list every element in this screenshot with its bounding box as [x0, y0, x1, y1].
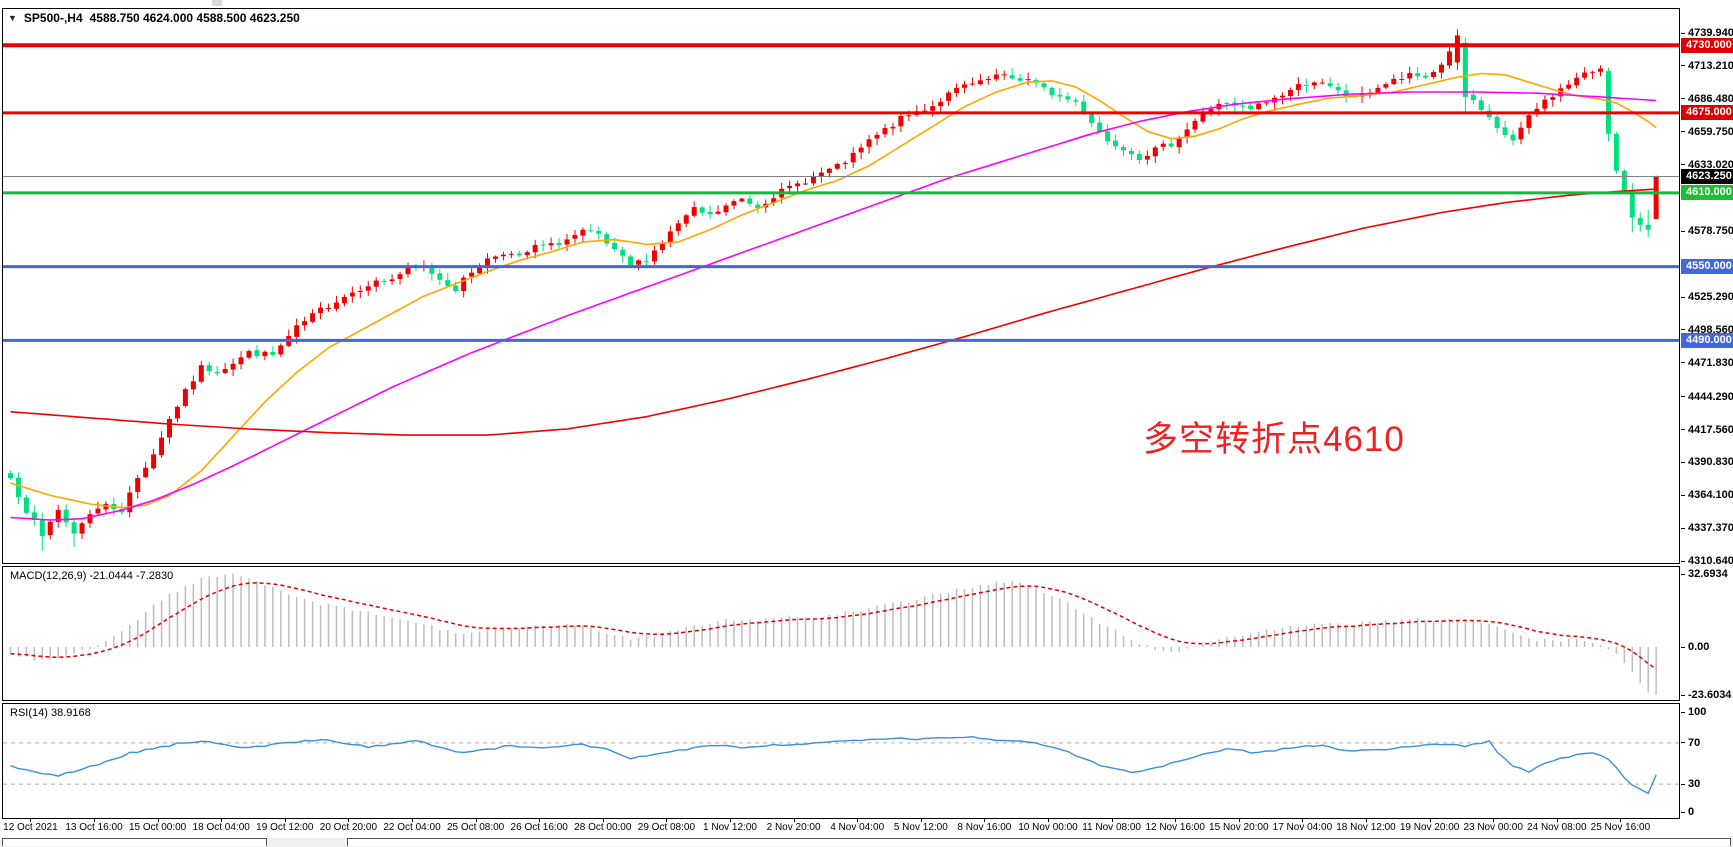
- price-tick-label: 4633.020: [1681, 158, 1733, 172]
- time-tick: [1175, 818, 1177, 822]
- price-tick-label: 4713.210: [1681, 59, 1733, 73]
- time-tick: [793, 818, 795, 822]
- time-axis-label: 28 Oct 00:00: [574, 822, 632, 833]
- price-tick-label: 4444.290: [1681, 390, 1733, 404]
- price-badge-4610.000: 4610.000: [1681, 185, 1733, 201]
- rsi-tick-label: 70: [1681, 736, 1700, 750]
- price-badge-4550.000: 4550.000: [1681, 259, 1733, 275]
- time-axis-label: 26 Oct 16:00: [510, 822, 568, 833]
- window-top-notch: [212, 0, 222, 6]
- macd-tick-label: -23.6034: [1681, 688, 1731, 702]
- time-axis-label: 23 Nov 00:00: [1463, 822, 1523, 833]
- price-badge-4623.250: 4623.250: [1681, 169, 1733, 185]
- price-tick-label: 4525.290: [1681, 290, 1733, 304]
- time-tick: [539, 818, 541, 822]
- macd-tick-label: 32.6934: [1681, 567, 1728, 581]
- price-tick-label: 4417.560: [1681, 423, 1733, 437]
- price-badge-4675.000: 4675.000: [1681, 105, 1733, 121]
- rsi-tick-label: 100: [1681, 705, 1706, 719]
- status-strip-box: [347, 838, 1731, 846]
- time-axis-label: 1 Nov 12:00: [703, 822, 757, 833]
- time-tick: [602, 818, 604, 822]
- time-tick: [157, 818, 159, 822]
- time-tick: [1238, 818, 1240, 822]
- time-axis-label: 25 Oct 08:00: [446, 822, 505, 833]
- time-axis-label: 2 Nov 20:00: [766, 822, 821, 833]
- time-axis-label: 12 Oct 2021: [3, 822, 58, 833]
- time-axis-label: 10 Nov 00:00: [1018, 822, 1078, 833]
- time-axis-label: 19 Nov 20:00: [1399, 822, 1460, 833]
- status-strip: [0, 838, 1733, 847]
- time-axis-label: 24 Nov 08:00: [1527, 822, 1587, 833]
- time-tick: [94, 818, 95, 822]
- time-tick: [1302, 818, 1304, 822]
- candlestick-chart[interactable]: [3, 29, 1679, 551]
- time-tick: [1366, 818, 1367, 822]
- rsi-tick-label: 0: [1681, 805, 1694, 819]
- time-tick: [30, 818, 32, 822]
- price-tick-label: 4659.750: [1681, 125, 1733, 139]
- time-tick: [920, 818, 922, 822]
- time-tick: [730, 818, 731, 822]
- time-axis-label: 13 Oct 16:00: [65, 822, 123, 833]
- time-tick: [412, 818, 413, 822]
- price-tick-label: 4471.830: [1681, 356, 1733, 370]
- time-axis-label: 18 Oct 04:00: [192, 822, 250, 833]
- time-axis-label: 11 Nov 08:00: [1082, 822, 1141, 833]
- annotation-text[interactable]: 多空转折点4610: [1143, 420, 1405, 459]
- chart-dropdown-icon[interactable]: ▼: [8, 13, 17, 23]
- time-tick: [284, 818, 286, 822]
- time-tick: [1556, 818, 1558, 822]
- price-tick-label: 4498.560: [1681, 323, 1733, 337]
- macd-tick-label: 0.00: [1681, 640, 1709, 654]
- symbol-period-label: SP500-,H4: [23, 11, 83, 25]
- status-strip-box: [2, 838, 267, 846]
- time-tick: [984, 818, 986, 822]
- time-axis-label: 17 Nov 04:00: [1272, 822, 1333, 833]
- price-badge-4730.000: 4730.000: [1681, 37, 1733, 53]
- rsi-tick-label: 30: [1681, 777, 1700, 791]
- price-tick-label: 4364.100: [1681, 488, 1733, 502]
- time-tick: [1111, 818, 1113, 822]
- time-axis-label: 19 Oct 12:00: [256, 822, 314, 833]
- rsi-label: RSI(14) 38.9168: [10, 707, 91, 719]
- time-tick: [1620, 818, 1622, 822]
- time-tick: [221, 818, 223, 822]
- macd-pane[interactable]: [2, 566, 1680, 701]
- macd-label: MACD(12,26,9) -21.0444 -7.2830: [10, 570, 174, 582]
- price-tick-label: 4739.940: [1681, 26, 1733, 40]
- price-badge-4490.000: 4490.000: [1681, 332, 1733, 348]
- price-tick-label: 4578.750: [1681, 224, 1733, 238]
- price-pane[interactable]: [2, 8, 1680, 564]
- time-tick: [1048, 818, 1049, 822]
- price-tick-label: 4337.370: [1681, 521, 1733, 535]
- time-tick: [1429, 818, 1431, 822]
- chart-title: ▼ SP500-,H4 4588.750 4624.000 4588.500 4…: [8, 11, 300, 25]
- price-tick-label: 4310.640: [1681, 554, 1733, 568]
- macd-indicator[interactable]: [9, 573, 1657, 695]
- time-axis-label: 12 Nov 16:00: [1145, 822, 1205, 833]
- time-tick: [1493, 818, 1495, 822]
- price-tick-label: 4390.830: [1681, 455, 1733, 469]
- time-axis-label: 20 Oct 20:00: [319, 822, 378, 833]
- time-axis-label: 29 Oct 08:00: [637, 822, 696, 833]
- time-axis-label: 18 Nov 12:00: [1336, 822, 1396, 833]
- time-axis-label: 5 Nov 12:00: [893, 822, 948, 833]
- time-axis-label: 15 Oct 00:00: [128, 822, 187, 833]
- time-tick: [475, 818, 477, 822]
- time-axis-label: 8 Nov 16:00: [957, 822, 1012, 833]
- time-tick: [857, 818, 859, 822]
- time-axis-label: 4 Nov 04:00: [830, 822, 885, 833]
- time-axis-label: 15 Nov 20:00: [1209, 822, 1269, 833]
- quote-ohlc-label: 4588.750 4624.000 4588.500 4623.250: [89, 11, 300, 25]
- time-axis-label: 22 Oct 04:00: [383, 822, 441, 833]
- time-tick: [666, 818, 668, 822]
- rsi-pane[interactable]: [2, 703, 1680, 819]
- rsi-indicator[interactable]: [3, 735, 1679, 795]
- price-tick-label: 4686.480: [1681, 92, 1733, 106]
- time-tick: [348, 818, 350, 822]
- time-axis-label: 25 Nov 16:00: [1590, 822, 1651, 833]
